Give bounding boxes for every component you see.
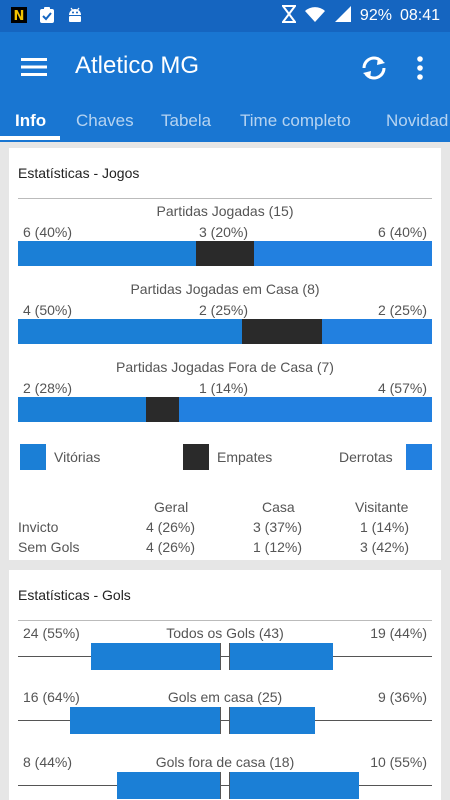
legend-losses-label: Derrotas xyxy=(339,449,393,465)
tab-tabela[interactable]: Tabela xyxy=(161,111,212,130)
goals-scored-value: 24 (55%) xyxy=(23,625,80,641)
goals-stats-title: Estatísticas - Gols xyxy=(18,587,131,603)
android-icon xyxy=(66,6,84,24)
draws-segment xyxy=(196,241,254,266)
clock: 08:41 xyxy=(399,7,440,24)
table-cell: 3 (37%) xyxy=(253,519,303,535)
goals-axis-line xyxy=(18,720,432,721)
refresh-button[interactable] xyxy=(356,50,392,86)
legend-losses-swatch xyxy=(406,444,432,470)
goals-center-mark xyxy=(220,707,221,734)
bar-title-home: Partidas Jogadas em Casa (8) xyxy=(130,281,320,297)
hamburger-menu-icon xyxy=(21,58,47,76)
draws-value: 2 (25%) xyxy=(199,302,249,318)
table-row-label: Invicto xyxy=(18,519,59,535)
losses-value: 4 (57%) xyxy=(377,380,427,396)
goals-conceded-value: 9 (36%) xyxy=(377,689,427,705)
legend-draws-label: Empates xyxy=(217,449,273,465)
table-cell: 1 (14%) xyxy=(360,519,410,535)
losses-value: 2 (25%) xyxy=(377,302,427,318)
wins-segment xyxy=(18,397,147,422)
hourglass-icon xyxy=(280,4,297,28)
results-bar xyxy=(18,319,432,344)
table-header-casa: Casa xyxy=(262,499,295,515)
table-cell: 4 (26%) xyxy=(146,519,196,535)
losses-segment xyxy=(322,319,432,344)
clipboard-check-icon xyxy=(38,6,56,24)
bar-title-away: Partidas Jogadas Fora de Casa (7) xyxy=(116,359,334,375)
table-cell: 1 (12%) xyxy=(253,539,303,555)
goals-conceded-value: 19 (44%) xyxy=(370,625,427,641)
draws-value: 1 (14%) xyxy=(199,380,249,396)
losses-segment xyxy=(179,397,432,422)
wins-value: 2 (28%) xyxy=(23,380,73,396)
goals-center-mark xyxy=(220,772,221,799)
bar-title-played: Partidas Jogadas (15) xyxy=(156,203,294,219)
goals-axis-line xyxy=(18,656,432,657)
goals-center-mark xyxy=(229,643,230,670)
table-row-label: Sem Gols xyxy=(18,539,80,555)
goals-conceded-bar xyxy=(230,772,359,799)
goals-scored-value: 16 (64%) xyxy=(23,689,80,705)
divider xyxy=(18,620,432,621)
goals-title-away: Gols fora de casa (18) xyxy=(155,754,295,770)
more-options-button[interactable] xyxy=(402,50,438,86)
n-notification-icon: N xyxy=(10,6,28,24)
wins-segment xyxy=(18,319,242,344)
draws-segment xyxy=(146,397,180,422)
goals-scored-bar xyxy=(117,772,220,799)
svg-text:N: N xyxy=(14,9,25,24)
results-bar xyxy=(18,397,432,422)
wins-value: 6 (40%) xyxy=(23,224,73,240)
app-bar: Atletico MG xyxy=(0,32,450,102)
legend-wins-label: Vitórias xyxy=(54,449,101,465)
legend-wins-swatch xyxy=(20,444,46,470)
legend-draws-swatch xyxy=(183,444,209,470)
goals-title-all: Todos os Gols (43) xyxy=(166,625,284,641)
goals-center-mark xyxy=(229,772,230,799)
table-cell: 3 (42%) xyxy=(360,539,410,555)
signal-icon xyxy=(334,5,352,28)
status-bar: N 92% 08:41 xyxy=(0,0,450,32)
goals-scored-bar xyxy=(70,707,220,734)
games-stats-card: Estatísticas - Jogos Partidas Jogadas (1… xyxy=(9,148,441,560)
table-cell: 4 (26%) xyxy=(146,539,196,555)
tab-indicator xyxy=(0,136,60,140)
goals-stats-card: Estatísticas - Gols 24 (55%) Todos os Go… xyxy=(9,570,441,800)
refresh-icon xyxy=(362,56,386,80)
divider xyxy=(18,198,432,199)
goals-center-mark xyxy=(220,643,221,670)
wifi-icon xyxy=(304,5,326,28)
goals-conceded-bar xyxy=(230,707,315,734)
tab-chaves[interactable]: Chaves xyxy=(76,111,134,130)
tab-info[interactable]: Info xyxy=(15,111,47,130)
table-header-geral: Geral xyxy=(154,499,189,515)
tab-time-completo[interactable]: Time completo xyxy=(240,111,351,130)
goals-title-home: Gols em casa (25) xyxy=(167,689,283,705)
goals-conceded-value: 10 (55%) xyxy=(370,754,427,770)
tab-novidades[interactable]: Novidad xyxy=(386,111,449,130)
games-stats-title: Estatísticas - Jogos xyxy=(18,165,140,181)
goals-conceded-bar xyxy=(230,643,333,670)
losses-segment xyxy=(253,241,432,266)
page-title: Atletico MG xyxy=(75,52,200,79)
goals-scored-bar xyxy=(91,643,220,670)
wins-value: 4 (50%) xyxy=(23,302,73,318)
results-bar xyxy=(18,241,432,266)
table-header-visitante: Visitante xyxy=(355,499,409,515)
wins-segment xyxy=(18,241,197,266)
menu-button[interactable] xyxy=(14,49,54,85)
goals-scored-value: 8 (44%) xyxy=(23,754,73,770)
battery-level: 92% xyxy=(359,7,392,24)
draws-value: 3 (20%) xyxy=(199,224,249,240)
goals-center-mark xyxy=(229,707,230,734)
losses-value: 6 (40%) xyxy=(377,224,427,240)
goals-axis-line xyxy=(18,785,432,786)
tab-bar: Info Chaves Tabela Time completo Novidad xyxy=(0,102,450,142)
draws-segment xyxy=(241,319,323,344)
more-vert-icon xyxy=(417,56,423,80)
